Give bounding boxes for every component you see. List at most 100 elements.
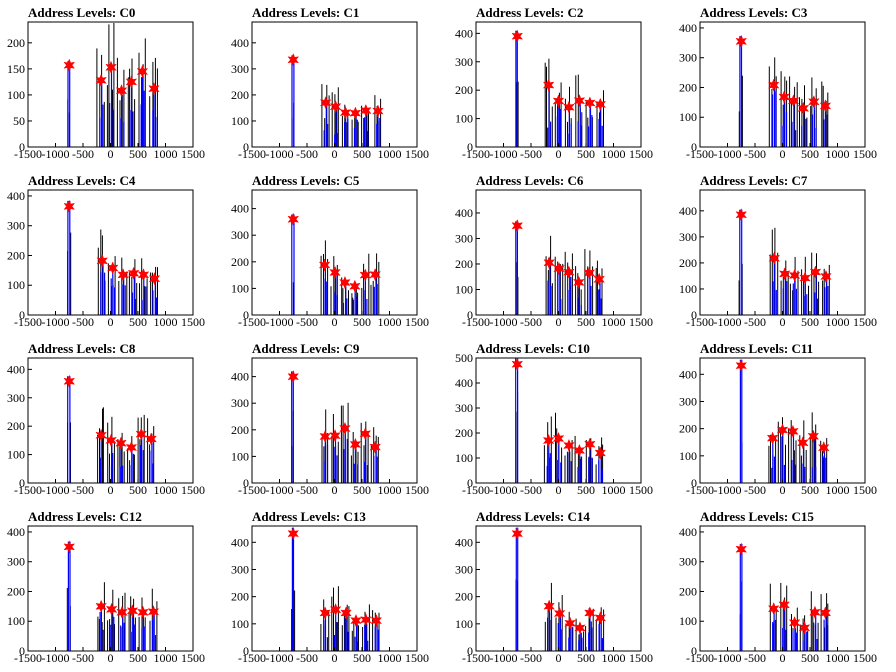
y-tick-label: 400 — [7, 525, 25, 539]
y-tick-label: 300 — [679, 230, 697, 244]
y-tick-label: 100 — [455, 451, 473, 465]
plot-frame — [251, 525, 418, 652]
x-tick-label: 500 — [129, 651, 147, 665]
peak-marker — [735, 542, 748, 556]
x-tick-label: 500 — [129, 147, 147, 161]
x-tick-label: 500 — [129, 315, 147, 329]
peak-marker — [287, 212, 300, 226]
y-tick-label: 100 — [679, 282, 697, 296]
y-tick-label: 50 — [13, 114, 25, 128]
peak-marker — [778, 598, 790, 612]
y-tick-label: 0 — [19, 644, 25, 658]
x-tick-label: -1000 — [490, 483, 518, 497]
x-tick-label: 1500 — [405, 315, 429, 329]
x-tick-label: 500 — [353, 147, 371, 161]
x-tick-label: 0 — [332, 651, 338, 665]
peak-marker — [584, 437, 596, 451]
peak-marker — [767, 602, 780, 616]
peak-marker — [115, 436, 127, 450]
x-tick-label: 1500 — [405, 651, 429, 665]
histogram — [515, 30, 604, 147]
chart-panel: Address Levels: C11 0 100 200 300 400 -1500 -10… — [672, 336, 896, 504]
peak-marker — [148, 81, 160, 96]
x-tick-label: -1500 — [14, 147, 42, 161]
chart-title: Address Levels: C14 — [476, 509, 590, 524]
peak-marker — [735, 34, 748, 49]
x-tick-label: 1000 — [378, 651, 402, 665]
histogram — [67, 23, 158, 147]
peak-marker — [817, 440, 830, 455]
y-tick-label: 400 — [455, 206, 473, 220]
peak-marker — [511, 219, 524, 233]
y-tick-label: 200 — [455, 426, 473, 440]
x-tick-label: -1000 — [714, 651, 742, 665]
chart-panel: Address Levels: C12 0 100 200 300 400 -1500 -10… — [0, 504, 224, 672]
y-tick-label: 100 — [231, 114, 249, 128]
y-tick-label: 150 — [7, 62, 25, 76]
y-tick-label: 200 — [231, 590, 249, 604]
chart-svg: 0 100 200 300 400 -1500 -1000 -500 0 500 1000 1500 — [7, 357, 205, 497]
peak-marker — [105, 433, 117, 448]
chart-panel: Address Levels: C4 0 100 200 300 400 -1500 -100… — [0, 168, 224, 336]
x-tick-label: -500 — [296, 147, 318, 161]
peak-marker — [768, 251, 781, 265]
peak-marker — [287, 369, 300, 384]
y-tick-label: 100 — [679, 449, 697, 463]
y-tick-label: 200 — [231, 255, 249, 269]
x-tick-label: -1500 — [686, 315, 714, 329]
x-tick-label: -1500 — [238, 147, 266, 161]
x-tick-label: 0 — [332, 315, 338, 329]
peak-marker — [116, 605, 128, 619]
histogram — [515, 221, 603, 315]
x-tick-label: 1000 — [826, 483, 850, 497]
chart-title: Address Levels: C8 — [28, 341, 136, 356]
y-tick-label: 0 — [243, 308, 249, 322]
x-tick-label: -500 — [520, 147, 542, 161]
y-tick-label: 300 — [231, 62, 249, 76]
y-tick-label: 200 — [7, 36, 25, 50]
x-tick-label: 1500 — [853, 651, 877, 665]
chart-title: Address Levels: C6 — [476, 173, 584, 188]
y-tick-label: 0 — [243, 476, 249, 490]
peak-marker — [798, 621, 811, 635]
chart-svg: 0 100 200 300 400 -1500 -1000 -500 0 500 1000 1500 — [7, 525, 205, 665]
x-tick-label: 1000 — [602, 651, 626, 665]
plot-frame — [27, 21, 194, 148]
x-tick-label: 1000 — [602, 315, 626, 329]
x-tick-label: 1000 — [378, 315, 402, 329]
peak-marker — [573, 275, 585, 290]
peak-marker — [511, 526, 524, 541]
y-tick-label: 0 — [691, 476, 697, 490]
peak-marker — [127, 266, 140, 281]
x-tick-label: 500 — [353, 651, 371, 665]
x-tick-label: -1000 — [714, 147, 742, 161]
peak-marker — [776, 423, 789, 437]
x-tick-label: 1500 — [181, 315, 205, 329]
peak-marker — [594, 97, 607, 112]
peak-marker — [95, 73, 107, 88]
chart-title: Address Levels: C4 — [28, 173, 136, 188]
peak-marker — [543, 256, 555, 270]
peak-marker — [573, 94, 586, 108]
peak-marker — [359, 427, 372, 441]
x-tick-label: -1000 — [42, 651, 70, 665]
x-tick-label: 500 — [577, 315, 595, 329]
x-tick-label: 1000 — [826, 315, 850, 329]
peak-marker — [63, 58, 76, 72]
peak-marker — [369, 440, 381, 454]
x-tick-label: 500 — [353, 315, 371, 329]
peak-marker — [788, 268, 801, 283]
y-tick-label: 400 — [679, 367, 697, 381]
x-tick-label: -1500 — [238, 315, 266, 329]
plot-frame — [27, 357, 194, 484]
chart-panel: Address Levels: C10 0 100 200 300 400 500 -1500… — [448, 336, 672, 504]
peak-marker — [350, 613, 362, 628]
x-tick-label: 1500 — [629, 315, 653, 329]
x-tick-label: -500 — [72, 147, 94, 161]
y-tick-label: 100 — [455, 617, 473, 631]
y-tick-label: 0 — [243, 140, 249, 154]
x-tick-label: 500 — [577, 651, 595, 665]
x-tick-label: 1500 — [629, 147, 653, 161]
peak-marker — [95, 599, 107, 614]
y-tick-label: 200 — [455, 257, 473, 271]
